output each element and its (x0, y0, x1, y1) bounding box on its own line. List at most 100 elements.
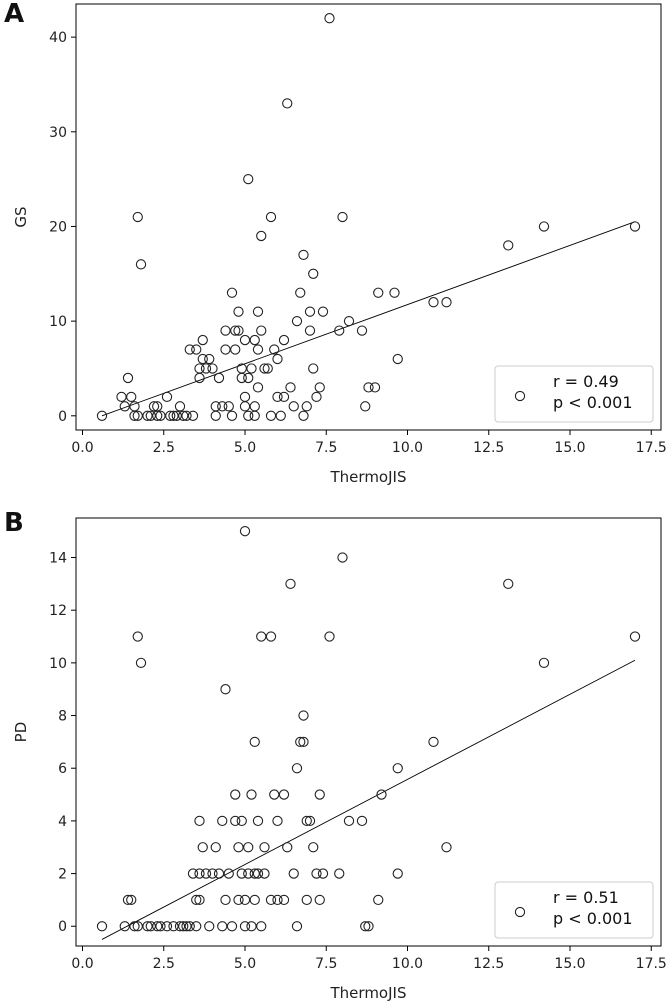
data-point (363, 921, 374, 932)
data-point (187, 410, 199, 421)
data-point (246, 921, 257, 932)
data-point (145, 921, 156, 932)
data-point (161, 391, 173, 403)
data-point (223, 868, 234, 879)
data-point (249, 334, 260, 346)
data-point (236, 372, 247, 384)
data-point (334, 868, 345, 879)
data-point (171, 410, 182, 421)
data-point (252, 344, 264, 355)
data-point (243, 372, 254, 384)
legend-box (494, 881, 654, 939)
y-tick-label: 10 (49, 314, 67, 330)
data-point (152, 921, 163, 932)
x-axis-label: ThermoJIS (330, 468, 407, 486)
data-point (360, 921, 371, 932)
data-point (230, 325, 241, 336)
data-point (236, 868, 247, 879)
data-point (135, 259, 147, 270)
data-point (126, 391, 137, 403)
data-point (233, 306, 244, 317)
data-point (252, 382, 264, 393)
data-point (236, 815, 247, 827)
data-point (298, 410, 309, 421)
data-point (363, 382, 374, 393)
legend-text: p < 0.001 (553, 909, 633, 928)
data-point (194, 372, 205, 384)
data-point (503, 578, 514, 589)
data-point (324, 631, 335, 642)
data-point (116, 391, 127, 403)
data-point (314, 894, 325, 906)
data-point (204, 353, 215, 365)
data-point (152, 401, 163, 412)
data-point (233, 894, 244, 906)
data-point (265, 211, 277, 223)
data-point (220, 684, 231, 695)
x-tick-label: 5.0 (234, 440, 256, 456)
data-point (226, 410, 238, 421)
data-point (269, 344, 280, 355)
x-tick-label: 5.0 (234, 956, 256, 972)
data-point (191, 921, 202, 932)
data-point (295, 736, 306, 748)
data-point (230, 344, 241, 355)
data-point (197, 353, 208, 365)
data-point (538, 221, 550, 232)
regression-line (101, 221, 636, 417)
panel-label: B (4, 508, 24, 538)
legend-marker (514, 390, 526, 402)
data-point (249, 894, 260, 906)
data-point (246, 363, 257, 374)
data-point (272, 391, 283, 403)
data-point (282, 842, 293, 853)
data-point (265, 410, 277, 421)
data-point (278, 391, 290, 403)
data-point (210, 410, 221, 421)
x-tick-label: 7.5 (315, 440, 337, 456)
data-point (135, 657, 147, 669)
data-point (249, 736, 260, 748)
data-point (376, 789, 387, 800)
data-point (252, 868, 264, 879)
x-tick-label: 0.0 (71, 956, 93, 972)
data-point (126, 894, 137, 906)
data-point (291, 763, 303, 774)
data-point (252, 306, 264, 317)
data-point (168, 921, 179, 932)
data-point (278, 334, 290, 346)
data-point (161, 921, 173, 932)
data-point (337, 211, 348, 223)
data-point (217, 401, 228, 412)
data-point (249, 401, 260, 412)
data-point (197, 334, 208, 346)
data-point (200, 868, 212, 879)
data-point (503, 240, 514, 251)
axes-frame (75, 517, 662, 947)
data-point (298, 249, 309, 261)
data-point (243, 410, 254, 421)
data-point (308, 363, 319, 374)
data-point (132, 410, 143, 421)
data-point (272, 894, 283, 906)
data-point (210, 842, 221, 853)
data-point (239, 921, 251, 932)
data-point (174, 921, 186, 932)
legend-box (494, 365, 654, 423)
legend-text: p < 0.001 (553, 393, 633, 412)
data-point (295, 287, 306, 298)
data-point (178, 410, 189, 421)
data-point (304, 306, 316, 317)
data-point (122, 894, 134, 906)
data-point (360, 401, 371, 412)
y-tick-label: 0 (58, 919, 67, 935)
data-point (291, 921, 303, 932)
data-point (314, 789, 325, 800)
panel-label: A (4, 0, 24, 29)
data-point (317, 306, 329, 317)
data-point (129, 921, 140, 932)
data-point (441, 297, 452, 308)
x-tick-label: 15.0 (554, 956, 585, 972)
data-point (191, 344, 202, 355)
data-point (239, 526, 251, 537)
